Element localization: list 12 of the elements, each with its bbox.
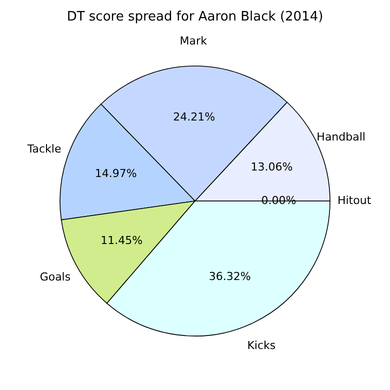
slice-label: Handball bbox=[316, 130, 366, 144]
slice-label: Goals bbox=[40, 270, 71, 284]
data-label: 11.45% bbox=[100, 234, 143, 248]
data-label: 13.06% bbox=[250, 160, 293, 174]
chart-title: DT score spread for Aaron Black (2014) bbox=[66, 10, 324, 25]
category-label: Hitout bbox=[337, 194, 372, 207]
data-label: 24.21% bbox=[173, 110, 216, 124]
slice-label: Kicks bbox=[247, 338, 276, 352]
data-label: 14.97% bbox=[94, 166, 137, 180]
slice-label: Mark bbox=[180, 34, 208, 48]
slice-label: Tackle bbox=[26, 142, 62, 156]
data-label: 36.32% bbox=[208, 270, 251, 284]
